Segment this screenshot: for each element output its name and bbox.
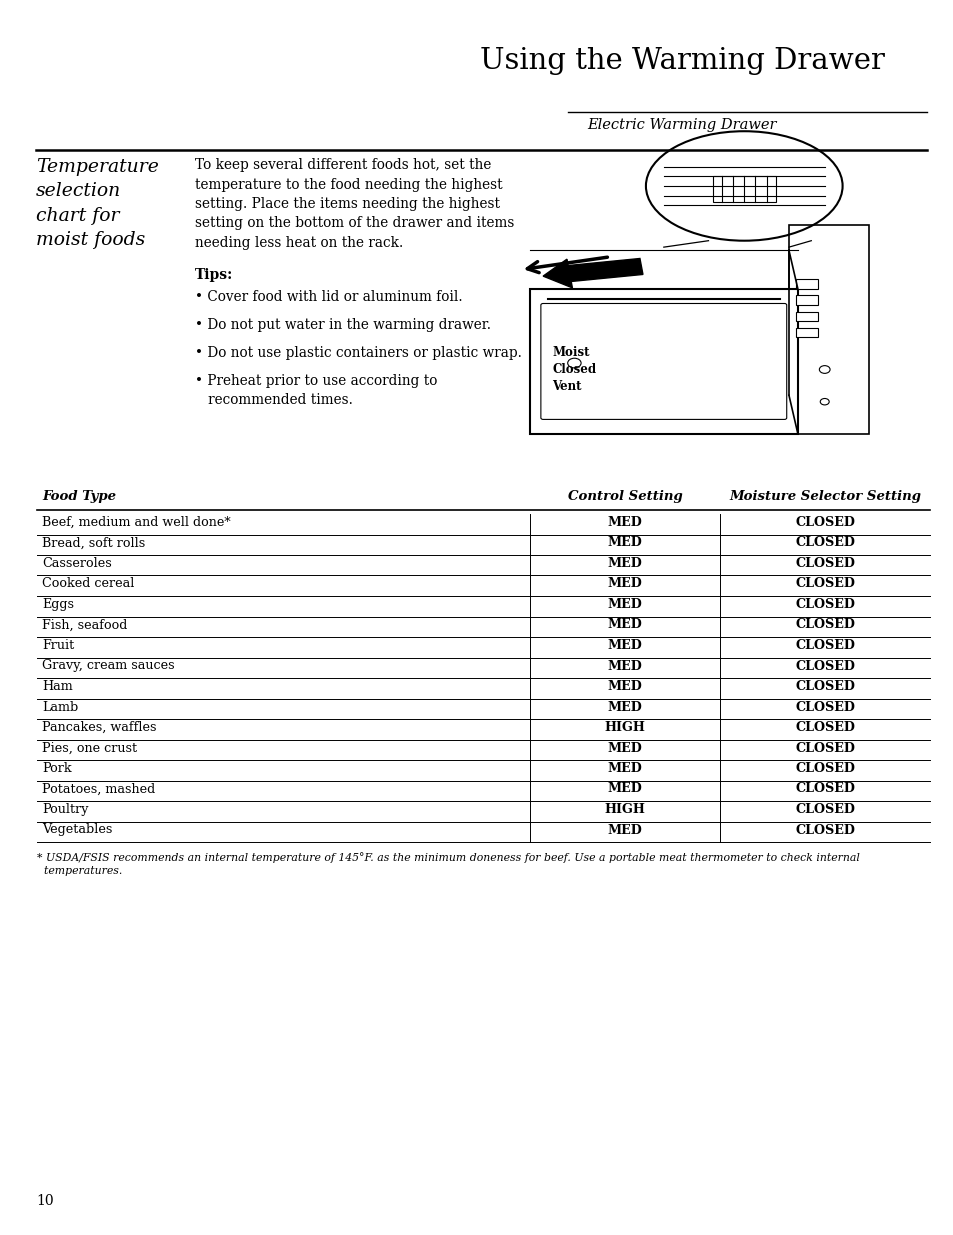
Text: CLOSED: CLOSED xyxy=(794,598,854,611)
Text: • Do not put water in the warming drawer.: • Do not put water in the warming drawer… xyxy=(194,317,491,332)
Text: CLOSED: CLOSED xyxy=(794,659,854,673)
Text: CLOSED: CLOSED xyxy=(794,680,854,693)
Text: Pancakes, waffles: Pancakes, waffles xyxy=(42,721,156,734)
Text: Fish, seafood: Fish, seafood xyxy=(42,619,128,631)
Text: Food Type: Food Type xyxy=(42,490,116,503)
Text: CLOSED: CLOSED xyxy=(794,516,854,529)
Text: MED: MED xyxy=(607,536,641,550)
FancyBboxPatch shape xyxy=(788,225,868,433)
Text: Control Setting: Control Setting xyxy=(567,490,681,503)
Text: CLOSED: CLOSED xyxy=(794,824,854,836)
Text: Tips:: Tips: xyxy=(194,268,233,282)
Bar xyxy=(795,279,817,289)
Text: CLOSED: CLOSED xyxy=(794,741,854,755)
Bar xyxy=(529,289,797,433)
Text: • Do not use plastic containers or plastic wrap.: • Do not use plastic containers or plast… xyxy=(194,346,521,359)
Text: Casseroles: Casseroles xyxy=(42,557,112,571)
Text: Pork: Pork xyxy=(42,762,71,776)
Text: MED: MED xyxy=(607,578,641,590)
Text: Lamb: Lamb xyxy=(42,700,78,714)
Text: Gravy, cream sauces: Gravy, cream sauces xyxy=(42,659,174,673)
Text: To keep several different foods hot, set the
temperature to the food needing the: To keep several different foods hot, set… xyxy=(194,158,514,249)
Text: CLOSED: CLOSED xyxy=(794,700,854,714)
Text: CLOSED: CLOSED xyxy=(794,638,854,652)
Text: Moisture Selector Setting: Moisture Selector Setting xyxy=(728,490,920,503)
Text: MED: MED xyxy=(607,700,641,714)
Text: MED: MED xyxy=(607,598,641,611)
FancyArrow shape xyxy=(542,258,642,288)
Text: Vegetables: Vegetables xyxy=(42,824,112,836)
Text: Fruit: Fruit xyxy=(42,638,74,652)
Text: MED: MED xyxy=(607,762,641,776)
Text: • Preheat prior to use according to
   recommended times.: • Preheat prior to use according to reco… xyxy=(194,374,436,408)
Text: MED: MED xyxy=(607,516,641,529)
Text: • Cover food with lid or aluminum foil.: • Cover food with lid or aluminum foil. xyxy=(194,290,462,304)
Text: Moist
Closed
Vent: Moist Closed Vent xyxy=(552,346,596,393)
Text: MED: MED xyxy=(607,638,641,652)
Text: MED: MED xyxy=(607,741,641,755)
Text: MED: MED xyxy=(607,659,641,673)
Text: CLOSED: CLOSED xyxy=(794,578,854,590)
Text: CLOSED: CLOSED xyxy=(794,721,854,734)
Bar xyxy=(795,327,817,337)
Text: MED: MED xyxy=(607,557,641,571)
Text: HIGH: HIGH xyxy=(604,803,645,816)
Text: Using the Warming Drawer: Using the Warming Drawer xyxy=(479,47,883,75)
Text: MED: MED xyxy=(607,619,641,631)
Text: Pies, one crust: Pies, one crust xyxy=(42,741,137,755)
Bar xyxy=(712,177,775,203)
Text: Poultry: Poultry xyxy=(42,803,89,816)
Text: Beef, medium and well done*: Beef, medium and well done* xyxy=(42,516,231,529)
Bar xyxy=(795,311,817,321)
Text: Eggs: Eggs xyxy=(42,598,74,611)
Text: 10: 10 xyxy=(36,1194,53,1208)
Text: CLOSED: CLOSED xyxy=(794,557,854,571)
Text: Ham: Ham xyxy=(42,680,72,693)
Text: * USDA/FSIS recommends an internal temperature of 145°F. as the minimum doneness: * USDA/FSIS recommends an internal tempe… xyxy=(37,852,859,876)
Text: Cooked cereal: Cooked cereal xyxy=(42,578,134,590)
FancyBboxPatch shape xyxy=(540,304,786,420)
Text: MED: MED xyxy=(607,824,641,836)
Text: CLOSED: CLOSED xyxy=(794,803,854,816)
Text: Potatoes, mashed: Potatoes, mashed xyxy=(42,783,155,795)
Text: CLOSED: CLOSED xyxy=(794,783,854,795)
Bar xyxy=(795,295,817,305)
Text: HIGH: HIGH xyxy=(604,721,645,734)
Text: Electric Warming Drawer: Electric Warming Drawer xyxy=(587,119,776,132)
Text: MED: MED xyxy=(607,680,641,693)
Text: Temperature
selection
chart for
moist foods: Temperature selection chart for moist fo… xyxy=(36,158,159,249)
Text: MED: MED xyxy=(607,783,641,795)
Text: CLOSED: CLOSED xyxy=(794,762,854,776)
Text: Bread, soft rolls: Bread, soft rolls xyxy=(42,536,145,550)
Text: CLOSED: CLOSED xyxy=(794,536,854,550)
Text: CLOSED: CLOSED xyxy=(794,619,854,631)
